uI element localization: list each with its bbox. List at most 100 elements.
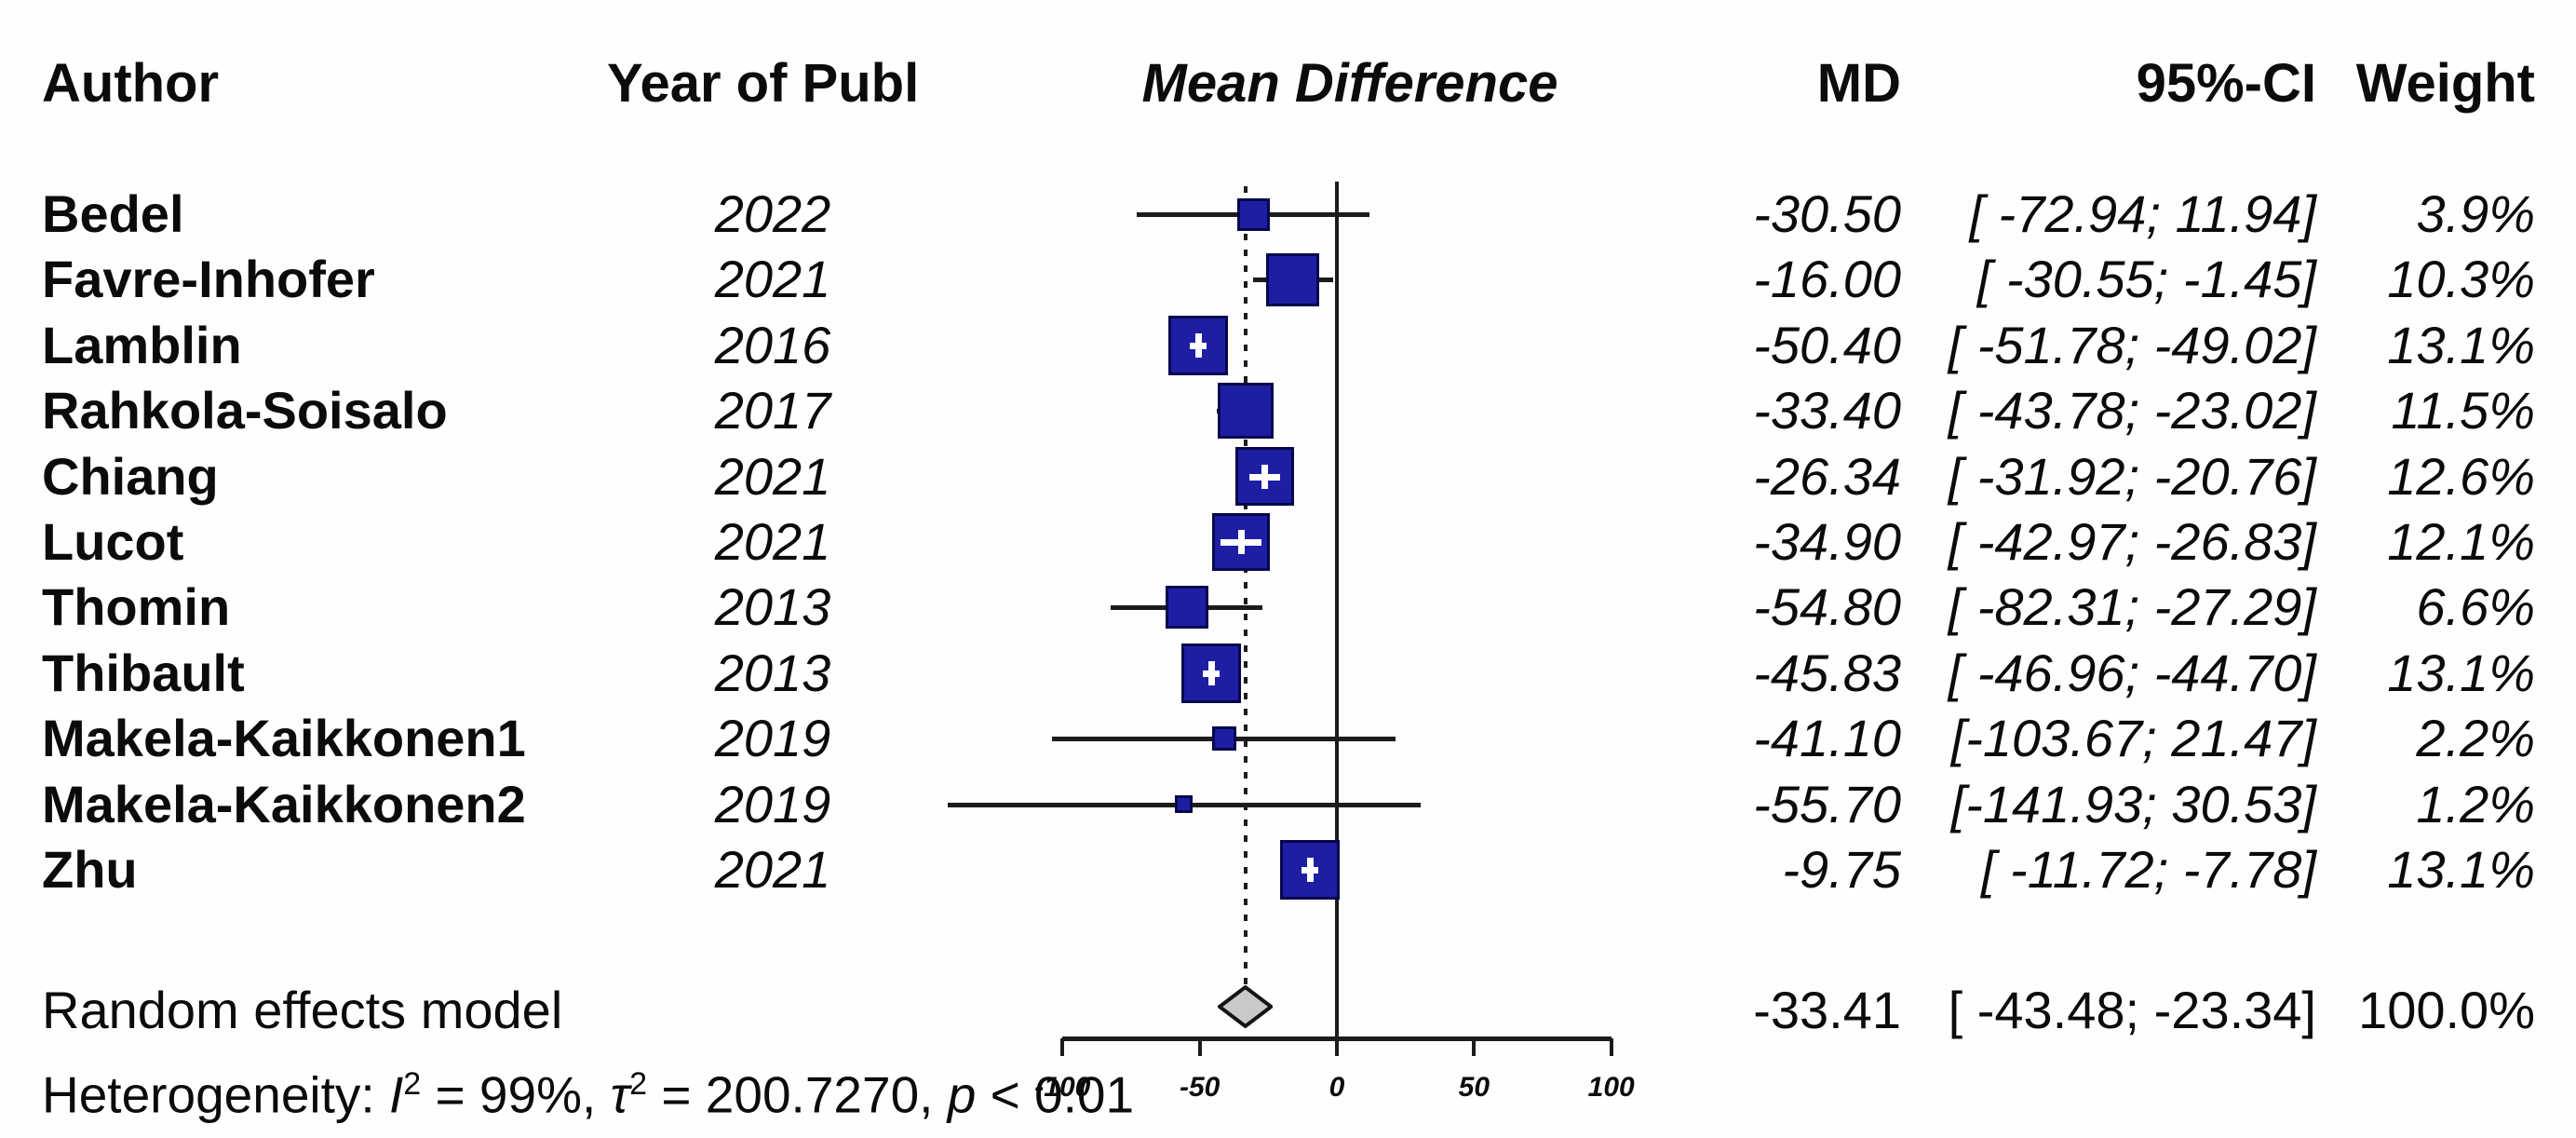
study-md-value: -50.40 — [1753, 315, 1901, 374]
summary-ci-value: [ -43.48; -23.34] — [1948, 981, 2316, 1039]
x-axis-tick-label: -50 — [1179, 1072, 1221, 1103]
study-author: Zhu — [42, 840, 138, 899]
study-md-value: -26.34 — [1753, 446, 1901, 506]
heterogeneity-prefix: Heterogeneity: — [42, 1065, 389, 1124]
study-weight-value: 3.9% — [2416, 184, 2535, 243]
study-md-value: -41.10 — [1753, 709, 1901, 768]
study-year: 2017 — [714, 381, 831, 440]
study-weight-value: 6.6% — [2416, 577, 2535, 637]
study-weight-value: 2.2% — [2416, 709, 2535, 768]
column-header-ci: 95%-CI — [2136, 53, 2316, 114]
study-weight-value: 13.1% — [2387, 643, 2535, 702]
study-ci-value: [ -30.55; -1.45] — [1976, 250, 2316, 309]
summary-label: Random effects model — [42, 981, 563, 1039]
study-md-value: -9.75 — [1782, 840, 1901, 899]
study-md-value: -30.50 — [1753, 184, 1901, 243]
study-ci-value: [ -43.78; -23.02] — [1948, 381, 2316, 440]
weight-square — [1234, 447, 1294, 507]
study-year: 2021 — [714, 446, 831, 506]
column-header-author: Author — [42, 53, 220, 114]
i-squared-value: = 99%, — [421, 1065, 611, 1124]
weight-square — [1165, 586, 1208, 630]
study-weight-value: 13.1% — [2387, 840, 2535, 899]
tau-squared-symbol: τ — [610, 1065, 630, 1124]
study-ci-value: [-141.93; 30.53] — [1950, 774, 2316, 833]
tau-squared-value: = 200.7270, — [647, 1065, 948, 1124]
i-squared-symbol: I — [389, 1065, 404, 1124]
point-marker-vertical — [1307, 858, 1315, 882]
column-header-weight: Weight — [2355, 53, 2535, 114]
x-axis-tick — [1472, 1038, 1477, 1056]
study-md-value: -34.90 — [1753, 512, 1901, 571]
summary-diamond — [1216, 984, 1275, 1029]
weight-square — [1266, 252, 1320, 306]
study-year: 2016 — [714, 315, 831, 374]
weight-square — [1211, 726, 1236, 752]
study-year: 2021 — [714, 250, 831, 309]
study-md-value: -54.80 — [1753, 577, 1901, 637]
study-year: 2013 — [714, 643, 831, 702]
x-axis-tick-label: 0 — [1328, 1072, 1345, 1103]
study-author: Bedel — [42, 184, 184, 243]
study-weight-value: 12.1% — [2387, 512, 2535, 571]
study-year: 2021 — [714, 840, 831, 899]
study-ci-value: [-103.67; 21.47] — [1950, 709, 2316, 768]
study-weight-value: 13.1% — [2387, 315, 2535, 374]
study-author: Thomin — [42, 577, 231, 637]
point-marker-vertical — [1195, 332, 1203, 358]
study-year: 2019 — [714, 709, 831, 768]
heterogeneity-note: Heterogeneity: I2 = 99%, τ2 = 200.7270, … — [42, 1054, 1134, 1123]
point-marker-vertical — [1207, 660, 1215, 685]
study-author: Lucot — [42, 512, 184, 571]
study-year: 2019 — [714, 774, 831, 833]
x-axis-tick — [1060, 1038, 1065, 1056]
study-weight-value: 12.6% — [2387, 446, 2535, 506]
x-axis-tick-label: 100 — [1587, 1072, 1635, 1103]
summary-weight-value: 100.0% — [2358, 981, 2535, 1039]
column-header-year: Year of Publ — [607, 53, 920, 114]
x-axis-tick — [1335, 1038, 1339, 1056]
column-header-md: MD — [1816, 53, 1901, 114]
plot-title: Mean Difference — [1141, 53, 1558, 114]
point-marker-vertical — [1238, 530, 1246, 554]
weight-square — [1217, 383, 1274, 440]
weight-square — [1236, 197, 1270, 231]
study-year: 2021 — [714, 512, 831, 571]
study-ci-value: [ -31.92; -20.76] — [1948, 446, 2316, 506]
study-weight-value: 11.5% — [2391, 381, 2535, 440]
weight-square — [1175, 795, 1194, 814]
x-axis-tick-label: 50 — [1458, 1072, 1490, 1103]
summary-md-value: -33.41 — [1753, 981, 1901, 1039]
study-ci-value: [ -72.94; 11.94] — [1969, 184, 2316, 243]
study-md-value: -33.40 — [1753, 381, 1901, 440]
study-ci-value: [ -51.78; -49.02] — [1948, 315, 2316, 374]
zero-reference-line — [1335, 182, 1339, 1038]
x-axis-tick — [1197, 1038, 1202, 1056]
point-marker-vertical — [1261, 464, 1269, 489]
study-author: Makela-Kaikkonen2 — [42, 774, 526, 833]
study-author: Favre-Inhofer — [42, 250, 375, 309]
study-md-value: -16.00 — [1753, 250, 1901, 309]
study-year: 2013 — [714, 577, 831, 637]
p-symbol: p — [947, 1065, 977, 1124]
study-author: Lamblin — [42, 315, 242, 374]
study-ci-value: [ -42.97; -26.83] — [1948, 512, 2316, 571]
tau-squared-sup: 2 — [629, 1066, 648, 1102]
study-author: Rahkola-Soisalo — [42, 381, 448, 440]
study-md-value: -45.83 — [1753, 643, 1901, 702]
study-author: Makela-Kaikkonen1 — [42, 709, 526, 768]
pooled-estimate-dashed-line — [1243, 186, 1248, 985]
study-ci-value: [ -82.31; -27.29] — [1948, 577, 2316, 637]
p-value: < 0.01 — [976, 1065, 1135, 1124]
study-author: Chiang — [42, 446, 219, 506]
study-ci-value: [ -11.72; -7.78] — [1980, 840, 2316, 899]
study-weight-value: 10.3% — [2387, 250, 2535, 309]
study-ci-value: [ -46.96; -44.70] — [1948, 643, 2316, 702]
study-weight-value: 1.2% — [2416, 774, 2535, 833]
study-md-value: -55.70 — [1753, 774, 1901, 833]
i-squared-sup: 2 — [403, 1066, 422, 1102]
study-year: 2022 — [714, 184, 831, 243]
x-axis-tick — [1609, 1038, 1613, 1056]
